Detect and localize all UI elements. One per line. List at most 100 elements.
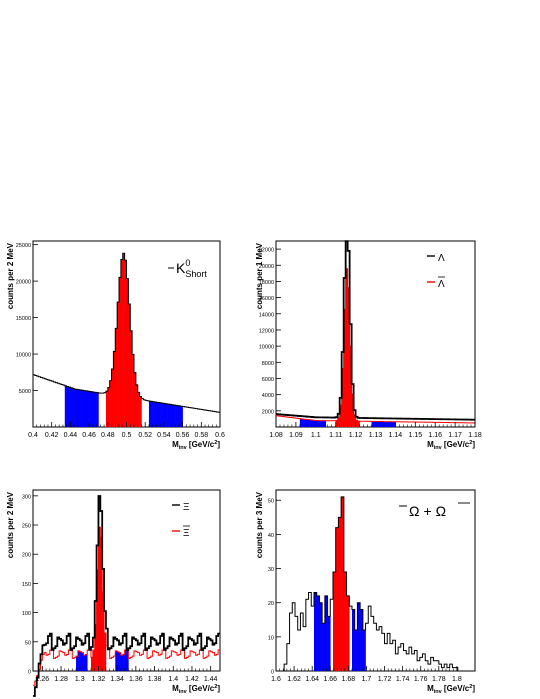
signal-bin (130, 330, 133, 427)
x-axis-label-unit: [GeV/c (187, 440, 215, 449)
sideband-bin (85, 654, 88, 671)
x-tick-label: 1.15 (408, 432, 422, 439)
x-axis-label-sup: 2 (214, 440, 217, 446)
legend: K0 Short (168, 258, 207, 279)
x-tick-label: 1.18 (468, 432, 482, 439)
sideband-bin (120, 655, 124, 671)
x-tick-label: 1.3 (75, 676, 85, 683)
legend-symbol-bar: Ω (436, 503, 446, 519)
x-tick-label: 1.12 (349, 432, 363, 439)
x-tick-label: 1.36 (129, 676, 143, 683)
sideband-bin (115, 650, 118, 671)
sideband-bin (309, 419, 313, 427)
x-tick-label: 1.74 (396, 676, 410, 683)
sideband-bin (72, 388, 75, 427)
x-tick-label: 0.54 (157, 432, 171, 439)
signal-bin (132, 354, 135, 427)
sideband-bin (68, 387, 71, 427)
sideband-bin (152, 401, 155, 427)
sideband-bin (381, 421, 384, 427)
y-tick-label: 50 (25, 640, 31, 646)
sideband-bin (362, 630, 366, 671)
sideband-bin (162, 403, 165, 427)
sideband-bin (81, 390, 84, 427)
sideband-bin (148, 401, 152, 427)
signal-bin (332, 571, 336, 671)
legend: Ω + Ω (399, 502, 470, 519)
x-tick-label: 1.14 (389, 432, 403, 439)
sideband-bin (357, 602, 361, 671)
x-tick-label: 0.46 (82, 432, 96, 439)
sideband-bin (387, 421, 390, 427)
sideband-bin (154, 402, 157, 427)
y-tick-label: 16000 (259, 296, 274, 302)
x-axis-label-sub: inv (434, 445, 443, 451)
sideband-bin (299, 418, 303, 427)
y-tick-label: 8000 (262, 361, 274, 367)
x-tick-label: 1.66 (323, 676, 337, 683)
x-tick-label: 1.17 (448, 432, 462, 439)
y-tick-label: 15000 (16, 316, 31, 322)
signal-bin (115, 328, 118, 427)
panel-lambda: 1.08 1.09 1.1 1.11 1.12 1.13 1.14 1.15 1.16 1.17 1… (255, 240, 482, 451)
x-tick-label: 0.52 (138, 432, 152, 439)
x-tick-label: 1.34 (110, 676, 124, 683)
x-axis-label-main: M (172, 684, 179, 693)
sideband-bin (165, 403, 168, 427)
x-axis-label-main: M (172, 440, 179, 449)
sideband-bin (76, 656, 79, 671)
sideband-bin (92, 392, 96, 427)
signal-bin (343, 309, 346, 427)
plot-frame (275, 489, 476, 672)
x-tick-label: 0.48 (101, 432, 115, 439)
x-tick-label: 1.08 (269, 432, 283, 439)
signal-bin (113, 351, 116, 427)
x-axis-label-unit: [GeV/c (442, 684, 470, 693)
sideband-bin (317, 420, 321, 427)
sideband-bin (307, 419, 311, 427)
x-tick-label: 1.09 (289, 432, 303, 439)
y-tick-label: 100 (22, 611, 31, 617)
sideband-bin (85, 390, 88, 427)
signal-bin (355, 420, 358, 427)
signal-bin (100, 537, 103, 671)
x-tick-label: 0.44 (64, 432, 78, 439)
sideband-bin (169, 404, 172, 427)
sideband-bin (94, 392, 97, 427)
signal-bin (339, 405, 342, 427)
signal-bin (94, 624, 97, 671)
sideband-bin (319, 602, 323, 671)
y-tick-label: 4000 (262, 393, 274, 399)
signal-bin (346, 595, 350, 671)
panel-xi: 1.26 1.28 1.3 1.32 1.34 1.36 1.38 1.4 1.42 1.44 0 5… (6, 489, 221, 697)
x-axis-label: Minv [GeV/c2] (172, 440, 220, 451)
legend-label: Ξ (183, 502, 190, 513)
x-tick-label: 1.6 (271, 676, 281, 683)
sideband-bin (354, 630, 358, 671)
y-tick-label: 5000 (19, 389, 31, 395)
sideband-bin (77, 650, 81, 671)
sideband-bin (316, 595, 320, 671)
signal-bin (98, 527, 101, 671)
x-tick-label: 1.7 (362, 676, 372, 683)
x-axis-label: Minv [GeV/c2] (172, 684, 220, 695)
x-axis-label-sup: 2 (469, 684, 472, 690)
x-axis-label-sub: inv (179, 445, 188, 451)
sideband-bin (305, 419, 309, 427)
signal-bin (341, 368, 344, 427)
x-tick-label: 0.5 (122, 432, 132, 439)
y-axis-label: counts per 1 MeV (255, 242, 264, 309)
x-tick-label: 0.42 (45, 432, 59, 439)
x-tick-label: 0.58 (194, 432, 208, 439)
legend-plus: + (423, 503, 431, 519)
sideband-bin (360, 609, 364, 671)
sideband-bin (81, 652, 84, 671)
series-line-1 (276, 268, 475, 424)
x-tick-label: 1.28 (54, 676, 68, 683)
x-tick-label: 1.16 (428, 432, 442, 439)
x-axis-label-sub: inv (179, 689, 188, 695)
signal-bin (102, 591, 105, 671)
sideband-bin (385, 421, 388, 427)
signal-bin (104, 632, 107, 671)
sideband-bin (74, 389, 77, 427)
